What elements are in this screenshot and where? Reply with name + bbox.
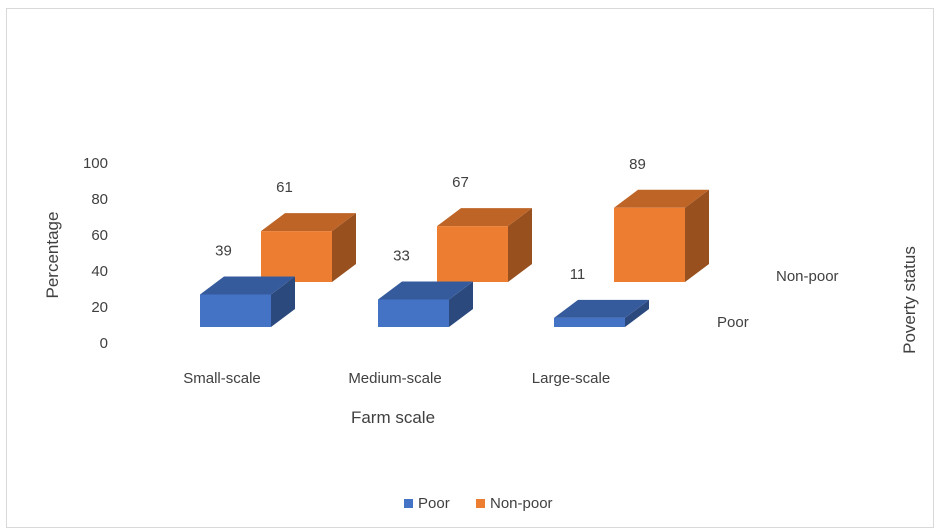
bar-top-face [437, 208, 532, 227]
bar-top-face [261, 213, 356, 232]
bar-front-face [437, 226, 508, 282]
y-tick-label: 60 [91, 227, 108, 244]
bar-non-poor-large-scale [614, 189, 709, 282]
bar-side-face [271, 276, 295, 327]
legend-swatch-non-poor [476, 499, 485, 508]
bar-top-face [378, 281, 473, 300]
bar-side-face [685, 189, 709, 282]
data-label: 11 [570, 266, 586, 283]
bar-front-face [378, 299, 449, 327]
bar-front-face [614, 207, 685, 282]
depth-tick-label: Non-poor [776, 268, 839, 285]
y-axis-title: Percentage [43, 212, 62, 299]
y-tick-label: 80 [91, 191, 108, 208]
legend-swatch-poor [404, 499, 413, 508]
x-tick-label: Medium-scale [348, 370, 441, 387]
bar-non-poor-small-scale [261, 213, 356, 282]
data-label: 89 [629, 156, 646, 173]
x-axis-title: Farm scale [351, 408, 435, 427]
data-label: 61 [276, 179, 293, 196]
y-tick-label: 20 [91, 299, 108, 316]
bar-front-face [554, 317, 625, 327]
legend-label-non-poor: Non-poor [490, 495, 553, 512]
bar-top-face [554, 299, 649, 318]
bar-side-face [332, 213, 356, 282]
data-label: 33 [393, 247, 410, 264]
bar-side-face [449, 281, 473, 327]
bars-layer: 61 67 89 39 33 11 [200, 156, 709, 327]
depth-tick-label: Poor [717, 314, 749, 331]
bar-front-face [200, 294, 271, 327]
x-tick-label: Large-scale [532, 370, 610, 387]
x-tick-label: Small-scale [183, 370, 261, 387]
bar-side-face [625, 299, 649, 327]
data-label: 67 [452, 174, 469, 191]
bar-side-face [508, 208, 532, 282]
bar-non-poor-medium-scale [437, 208, 532, 282]
bar-top-face [614, 189, 709, 208]
bar-front-face [261, 231, 332, 282]
y-tick-label: 0 [100, 335, 108, 352]
y-tick-label: 100 [83, 155, 108, 172]
bar-poor-large-scale [554, 299, 649, 327]
bar-poor-medium-scale [378, 281, 473, 327]
data-label: 39 [215, 242, 232, 259]
bar-top-face [200, 276, 295, 295]
bar-poor-small-scale [200, 276, 295, 327]
y-tick-label: 40 [91, 263, 108, 280]
depth-axis-title: Poverty status [900, 246, 919, 354]
legend-label-poor: Poor [418, 495, 450, 512]
